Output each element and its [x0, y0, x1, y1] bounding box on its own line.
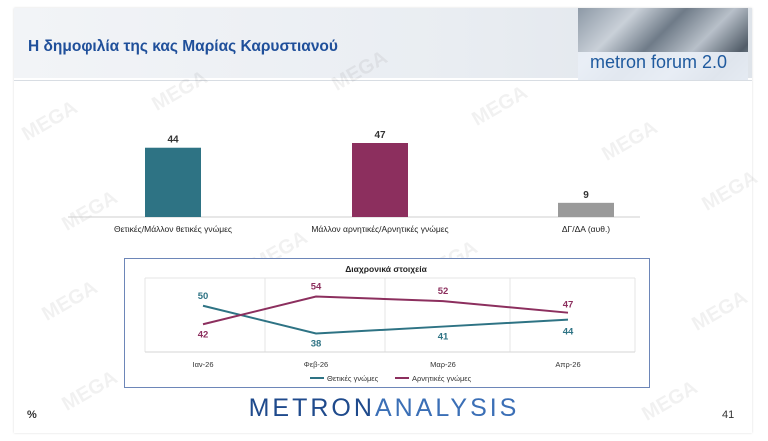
- series-point-label: 38: [311, 339, 322, 350]
- metron-forum-logo: metron forum 2.0: [578, 8, 748, 80]
- bar-value-label: 44: [167, 135, 179, 146]
- series-point-label: 52: [438, 286, 449, 297]
- line-x-tick-label: Μαρ-26: [430, 360, 456, 369]
- page-number: 41: [722, 409, 735, 421]
- bar-category-label: Μάλλον αρνητικές/Αρνητικές γνώμες: [311, 224, 448, 234]
- line-x-tick-label: Απρ-26: [555, 360, 580, 369]
- bar-category-label: Θετικές/Μάλλον θετικές γνώμες: [114, 224, 232, 234]
- logo-band: [578, 52, 748, 80]
- series-line-negative: [202, 295, 569, 326]
- metron-analysis-logo: METRONANALYSIS: [0, 394, 768, 423]
- legend-label: Αρνητικές γνώμες: [412, 374, 472, 383]
- line-x-tick-label: Ιαν-26: [192, 360, 213, 369]
- series-point-label: 50: [198, 291, 209, 302]
- bar-2: [352, 143, 408, 217]
- series-line-positive: [202, 304, 569, 335]
- header-divider: [14, 80, 752, 81]
- series-point-label: 47: [563, 300, 574, 311]
- page-title: Η δημοφιλία της κας Μαρίας Καρυστιανού: [28, 38, 338, 55]
- unit-label: %: [27, 409, 37, 421]
- logo-text: metron forum 2.0: [590, 52, 728, 72]
- series-point-label: 41: [438, 332, 449, 343]
- bar-value-label: 47: [374, 130, 386, 141]
- bar-value-label: 9: [583, 190, 589, 201]
- brand-left: METRON: [248, 394, 375, 422]
- line-x-tick-label: Φεβ-26: [304, 360, 328, 369]
- series-point-label: 54: [311, 282, 322, 293]
- bar-category-label: ΔΓ/ΔΑ (αυθ.): [562, 224, 610, 234]
- bar-3: [558, 202, 614, 217]
- legend-label: Θετικές γνώμες: [327, 374, 379, 383]
- line-chart-title: Διαχρονικά στοιχεία: [345, 264, 427, 274]
- bar-1: [145, 147, 201, 217]
- series-point-label: 42: [198, 329, 209, 340]
- brand-right: ANALYSIS: [374, 394, 520, 422]
- series-point-label: 44: [563, 327, 574, 338]
